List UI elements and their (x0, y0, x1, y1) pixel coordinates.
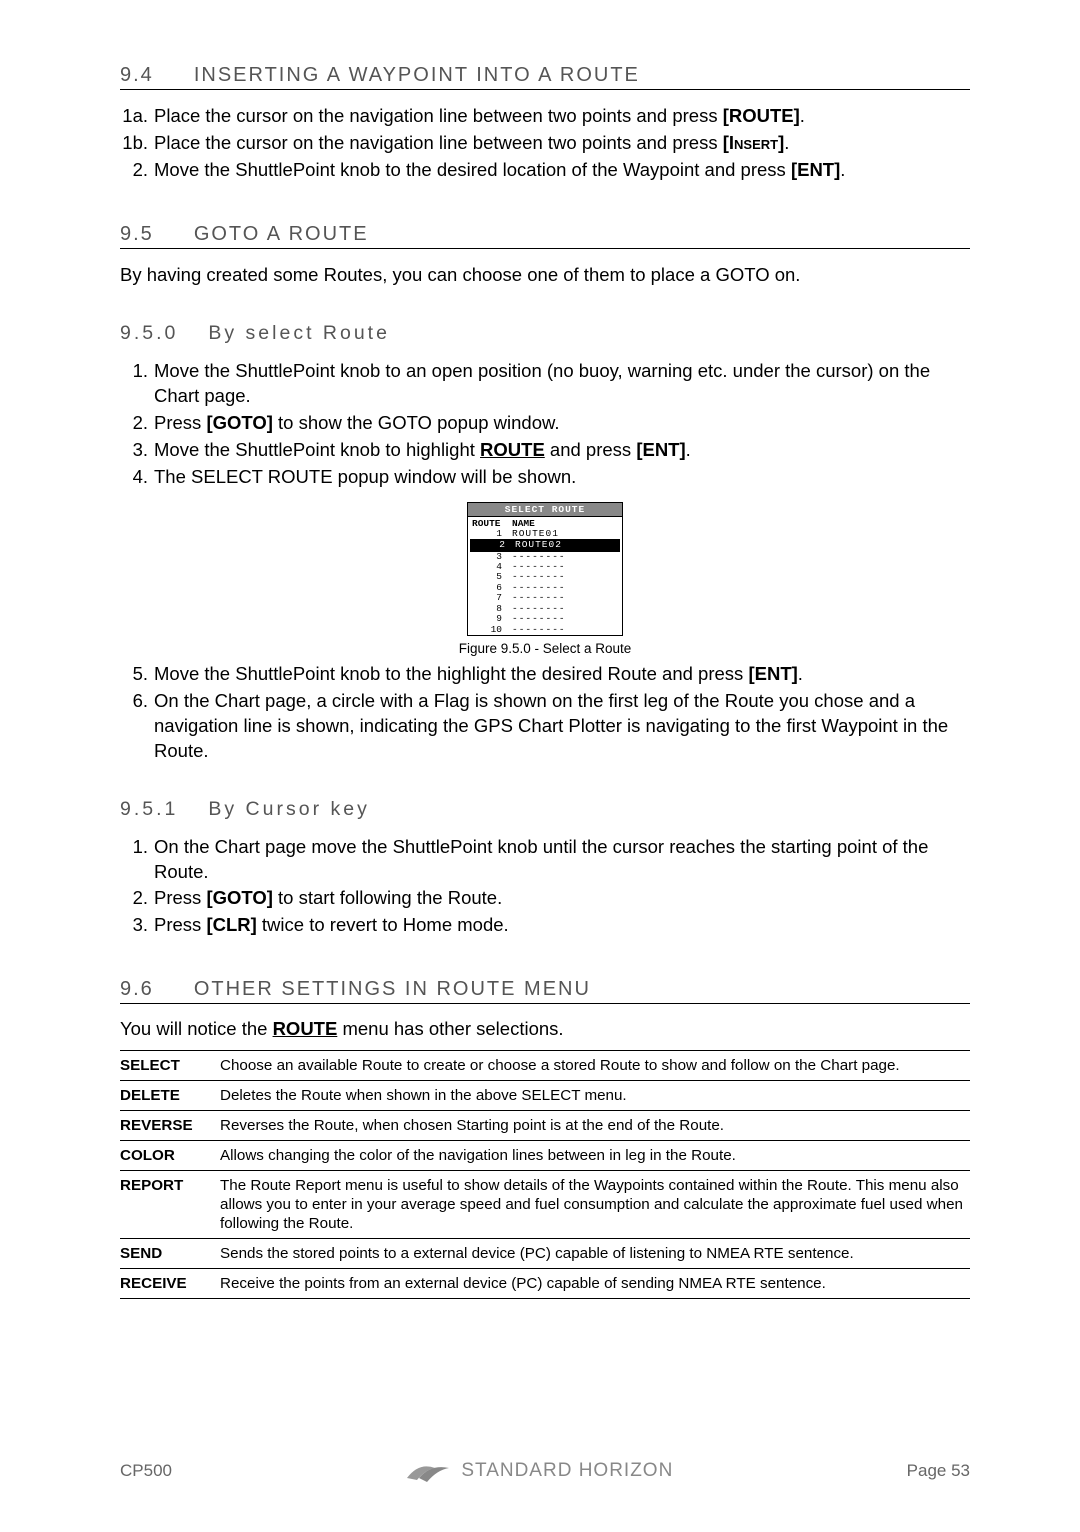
settings-key: DELETE (120, 1081, 220, 1111)
horizon-swoosh-icon (405, 1458, 451, 1484)
section-title: GOTO A ROUTE (194, 223, 369, 246)
key-ent: [ENT] (636, 439, 685, 460)
section-title: INSERTING A WAYPOINT INTO A ROUTE (194, 64, 640, 87)
settings-value: Receive the points from an external devi… (220, 1269, 970, 1299)
step-text: Place the cursor on the navigation line … (154, 104, 970, 129)
footer-model: CP500 (120, 1461, 172, 1481)
settings-row: SENDSends the stored points to a externa… (120, 1239, 970, 1269)
section-9-6-intro: You will notice the ROUTE menu has other… (120, 1018, 970, 1040)
brand-text: STANDARD HORIZON (461, 1460, 673, 1482)
settings-row: REVERSEReverses the Route, when chosen S… (120, 1111, 970, 1141)
section-number: 9.6 (120, 978, 154, 1001)
section-9-5-1-heading: 9.5.1 By Cursor key (120, 798, 970, 821)
settings-key: REVERSE (120, 1111, 220, 1141)
step-text: Move the ShuttlePoint knob to the highli… (154, 662, 970, 687)
settings-value: Sends the stored points to a external de… (220, 1239, 970, 1269)
step-text: On the Chart page move the ShuttlePoint … (154, 835, 970, 885)
section-9-5-heading: 9.5 GOTO A ROUTE (120, 223, 970, 249)
page-footer: CP500 STANDARD HORIZON Page 53 (120, 1458, 970, 1484)
settings-key: SEND (120, 1239, 220, 1269)
select-route-popup: SELECT ROUTE ROUTE NAME 1ROUTE012ROUTE02… (467, 502, 623, 636)
section-title: By select Route (208, 322, 390, 345)
section-9-6-heading: 9.6 OTHER SETTINGS IN ROUTE MENU (120, 978, 970, 1004)
settings-row: REPORTThe Route Report menu is useful to… (120, 1171, 970, 1239)
step-text: Press [CLR] twice to revert to Home mode… (154, 913, 970, 938)
section-number: 9.5.0 (120, 322, 178, 345)
key-clr: [CLR] (206, 914, 256, 935)
key-label: [ENT] (791, 159, 840, 180)
section-number: 9.4 (120, 64, 154, 87)
steps-9-5-0-b: 5.Move the ShuttlePoint knob to the high… (120, 662, 970, 764)
settings-key: RECEIVE (120, 1269, 220, 1299)
settings-row: COLORAllows changing the color of the na… (120, 1141, 970, 1171)
section-number: 9.5.1 (120, 798, 178, 821)
steps-9-4: 1a.Place the cursor on the navigation li… (120, 104, 970, 183)
steps-9-5-0-a: 1.Move the ShuttlePoint knob to an open … (120, 359, 970, 490)
key-label: [Insert] (723, 132, 785, 153)
key-goto: [GOTO] (206, 412, 272, 433)
step-text: On the Chart page, a circle with a Flag … (154, 689, 970, 764)
step-text: Move the ShuttlePoint knob to highlight … (154, 438, 970, 463)
settings-key: SELECT (120, 1051, 220, 1081)
section-title: By Cursor key (208, 798, 369, 821)
section-number: 9.5 (120, 223, 154, 246)
steps-9-5-1: 1.On the Chart page move the ShuttlePoin… (120, 835, 970, 939)
select-route-row: 1ROUTE01 (468, 529, 622, 539)
route-menu-settings-table: SELECTChoose an available Route to creat… (120, 1050, 970, 1299)
section-9-5-0-heading: 9.5.0 By select Route (120, 322, 970, 345)
key-goto: [GOTO] (206, 887, 272, 908)
settings-value: Allows changing the color of the navigat… (220, 1141, 970, 1171)
settings-value: Deletes the Route when shown in the abov… (220, 1081, 970, 1111)
section-title: OTHER SETTINGS IN ROUTE MENU (194, 978, 591, 1001)
settings-row: SELECTChoose an available Route to creat… (120, 1051, 970, 1081)
key-label: [ROUTE] (723, 105, 800, 126)
figure-caption: Figure 9.5.0 - Select a Route (120, 641, 970, 656)
step-text: Move the ShuttlePoint knob to the desire… (154, 158, 970, 183)
step-text: The SELECT ROUTE popup window will be sh… (154, 465, 970, 490)
footer-page: Page 53 (907, 1461, 970, 1481)
settings-value: Choose an available Route to create or c… (220, 1051, 970, 1081)
menu-route: ROUTE (273, 1018, 338, 1039)
step-text: Press [GOTO] to show the GOTO popup wind… (154, 411, 970, 436)
select-route-row: 10-------- (468, 625, 622, 635)
settings-value: The Route Report menu is useful to show … (220, 1171, 970, 1239)
popup-title: SELECT ROUTE (468, 503, 622, 517)
settings-row: DELETEDeletes the Route when shown in th… (120, 1081, 970, 1111)
key-ent: [ENT] (748, 663, 797, 684)
section-9-5-intro: By having created some Routes, you can c… (120, 263, 970, 288)
step-text: Press [GOTO] to start following the Rout… (154, 886, 970, 911)
section-9-4-heading: 9.4 INSERTING A WAYPOINT INTO A ROUTE (120, 64, 970, 90)
step-text: Move the ShuttlePoint knob to an open po… (154, 359, 970, 409)
brand-logo: STANDARD HORIZON (405, 1458, 673, 1484)
menu-route: ROUTE (480, 439, 545, 460)
settings-row: RECEIVEReceive the points from an extern… (120, 1269, 970, 1299)
popup-header: ROUTE NAME (468, 517, 622, 529)
settings-key: COLOR (120, 1141, 220, 1171)
settings-key: REPORT (120, 1171, 220, 1239)
step-text: Place the cursor on the navigation line … (154, 131, 970, 156)
settings-value: Reverses the Route, when chosen Starting… (220, 1111, 970, 1141)
figure-9-5-0: SELECT ROUTE ROUTE NAME 1ROUTE012ROUTE02… (120, 502, 970, 656)
select-route-row-selected: 2ROUTE02 (470, 539, 620, 551)
